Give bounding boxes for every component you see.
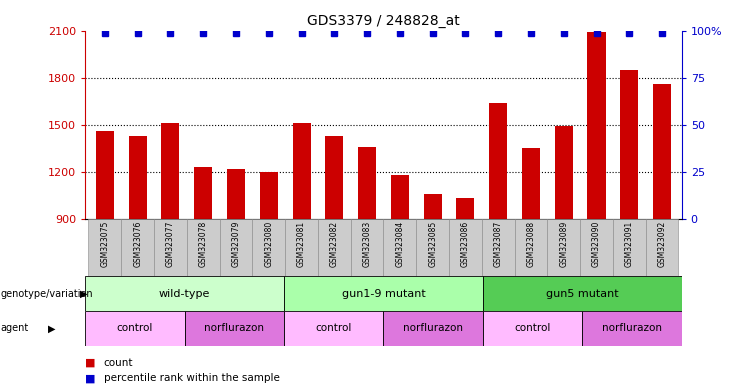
Text: control: control (117, 323, 153, 333)
Text: GSM323088: GSM323088 (526, 220, 536, 267)
Text: percentile rank within the sample: percentile rank within the sample (104, 373, 279, 383)
Bar (253, 219, 285, 276)
Text: GSM323083: GSM323083 (362, 220, 371, 267)
Text: GSM323076: GSM323076 (133, 220, 142, 267)
Bar (284, 311, 384, 346)
Text: GSM323079: GSM323079 (231, 220, 241, 267)
Text: GSM323081: GSM323081 (297, 220, 306, 267)
Text: GSM323086: GSM323086 (461, 220, 470, 267)
Bar (424, 194, 442, 219)
Bar (613, 219, 645, 276)
Bar (318, 219, 350, 276)
Text: GSM323090: GSM323090 (592, 220, 601, 267)
Bar (548, 219, 580, 276)
Text: ▶: ▶ (48, 323, 56, 333)
Text: GSM323077: GSM323077 (166, 220, 175, 267)
Text: GSM323075: GSM323075 (100, 220, 110, 267)
Text: ▶: ▶ (80, 289, 87, 299)
Text: agent: agent (1, 323, 29, 333)
Bar (325, 136, 343, 219)
Text: ■: ■ (85, 358, 96, 368)
Text: ■: ■ (85, 373, 96, 383)
Title: GDS3379 / 248828_at: GDS3379 / 248828_at (307, 14, 460, 28)
Bar (391, 175, 409, 219)
Bar (358, 147, 376, 219)
Text: GSM323091: GSM323091 (625, 220, 634, 267)
Bar (129, 136, 147, 219)
Bar (449, 219, 482, 276)
Bar (384, 219, 416, 276)
Text: GSM323084: GSM323084 (396, 220, 405, 267)
Text: gun5 mutant: gun5 mutant (546, 289, 619, 299)
Text: norflurazon: norflurazon (602, 323, 662, 333)
Text: GSM323080: GSM323080 (265, 220, 273, 267)
Bar (482, 219, 514, 276)
Bar (489, 103, 507, 219)
Text: GSM323087: GSM323087 (494, 220, 502, 267)
Bar (285, 219, 318, 276)
Text: GSM323085: GSM323085 (428, 220, 437, 267)
Bar (219, 219, 253, 276)
Bar (293, 123, 310, 219)
Bar (416, 219, 449, 276)
Text: GSM323078: GSM323078 (199, 220, 207, 267)
Bar (194, 167, 212, 219)
Bar (284, 276, 483, 311)
Bar (227, 169, 245, 219)
Text: norflurazon: norflurazon (205, 323, 265, 333)
Bar (580, 219, 613, 276)
Bar (96, 131, 114, 219)
Text: control: control (514, 323, 551, 333)
Bar (555, 126, 573, 219)
Bar (122, 219, 154, 276)
Bar (456, 199, 474, 219)
Bar (483, 276, 682, 311)
Bar (645, 219, 679, 276)
Bar (483, 311, 582, 346)
Bar (88, 219, 122, 276)
Bar (653, 84, 671, 219)
Text: count: count (104, 358, 133, 368)
Bar (620, 70, 638, 219)
Text: wild-type: wild-type (159, 289, 210, 299)
Text: genotype/variation: genotype/variation (1, 289, 93, 299)
Bar (154, 219, 187, 276)
Bar (384, 311, 483, 346)
Bar (85, 311, 185, 346)
Bar (350, 219, 384, 276)
Bar (514, 219, 548, 276)
Text: GSM323092: GSM323092 (657, 220, 667, 267)
Bar (85, 276, 284, 311)
Bar (260, 172, 278, 219)
Text: norflurazon: norflurazon (403, 323, 463, 333)
Text: gun1-9 mutant: gun1-9 mutant (342, 289, 425, 299)
Bar (162, 123, 179, 219)
Text: control: control (316, 323, 352, 333)
Bar (185, 311, 284, 346)
Bar (187, 219, 219, 276)
Text: GSM323089: GSM323089 (559, 220, 568, 267)
Bar (522, 148, 540, 219)
Bar (588, 32, 605, 219)
Bar (582, 311, 682, 346)
Text: GSM323082: GSM323082 (330, 220, 339, 267)
